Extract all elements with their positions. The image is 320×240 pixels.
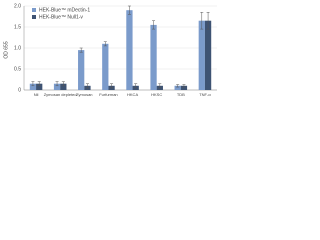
legend-label: HEK-Blue™ mDectin-1 xyxy=(39,7,90,13)
error-bar xyxy=(55,81,59,87)
bar xyxy=(102,43,109,90)
error-bar xyxy=(103,41,107,47)
error-bar xyxy=(85,83,89,89)
legend-label: HEK-Blue™ Null1-v xyxy=(39,14,83,20)
bar xyxy=(174,85,181,90)
error-bar xyxy=(79,47,83,53)
bar xyxy=(29,83,37,90)
error-bar xyxy=(31,81,35,87)
bar xyxy=(78,50,85,90)
bar xyxy=(198,20,205,91)
error-bar xyxy=(61,81,65,87)
error-bar xyxy=(206,12,210,30)
error-bar xyxy=(200,12,204,30)
error-bar xyxy=(158,83,162,89)
x-tick-label: HKCA xyxy=(127,92,138,97)
error-bar xyxy=(134,83,138,89)
bar xyxy=(204,20,212,91)
error-bar xyxy=(110,83,114,89)
error-bar xyxy=(37,81,41,87)
x-tick-label: Furfurman xyxy=(99,92,117,97)
bar xyxy=(180,85,188,90)
y-tick-label: 0.5 xyxy=(14,66,21,72)
legend-swatch xyxy=(32,15,36,19)
y-tick-label: 1.0 xyxy=(14,45,21,51)
bar xyxy=(60,83,67,90)
x-tick-label: Zymosan xyxy=(76,92,92,97)
bar xyxy=(126,10,133,91)
error-bar xyxy=(152,20,156,30)
x-tick-label: TDB xyxy=(177,92,185,97)
error-bar xyxy=(182,84,186,88)
y-tick-label: 1.5 xyxy=(14,24,21,30)
bar xyxy=(53,83,61,90)
x-tick-label: Zymosan depleted xyxy=(44,92,77,97)
x-tick-label: Nil xyxy=(34,92,39,97)
bar xyxy=(36,83,43,90)
y-tick-label: 2.0 xyxy=(14,3,21,9)
y-tick-label: 0 xyxy=(18,87,21,93)
error-bar xyxy=(176,84,180,88)
y-axis-label: OD 655 xyxy=(3,41,9,58)
bar xyxy=(150,24,157,90)
chart: OD 655 0 0.5 1.0 1.5 2.0 Nil Zymosan depleted Z… xyxy=(3,3,217,97)
x-tick-label: TNF-α xyxy=(199,92,211,97)
x-tick-label: HKSC xyxy=(151,92,162,97)
legend-swatch xyxy=(32,8,36,12)
error-bar xyxy=(127,5,131,15)
